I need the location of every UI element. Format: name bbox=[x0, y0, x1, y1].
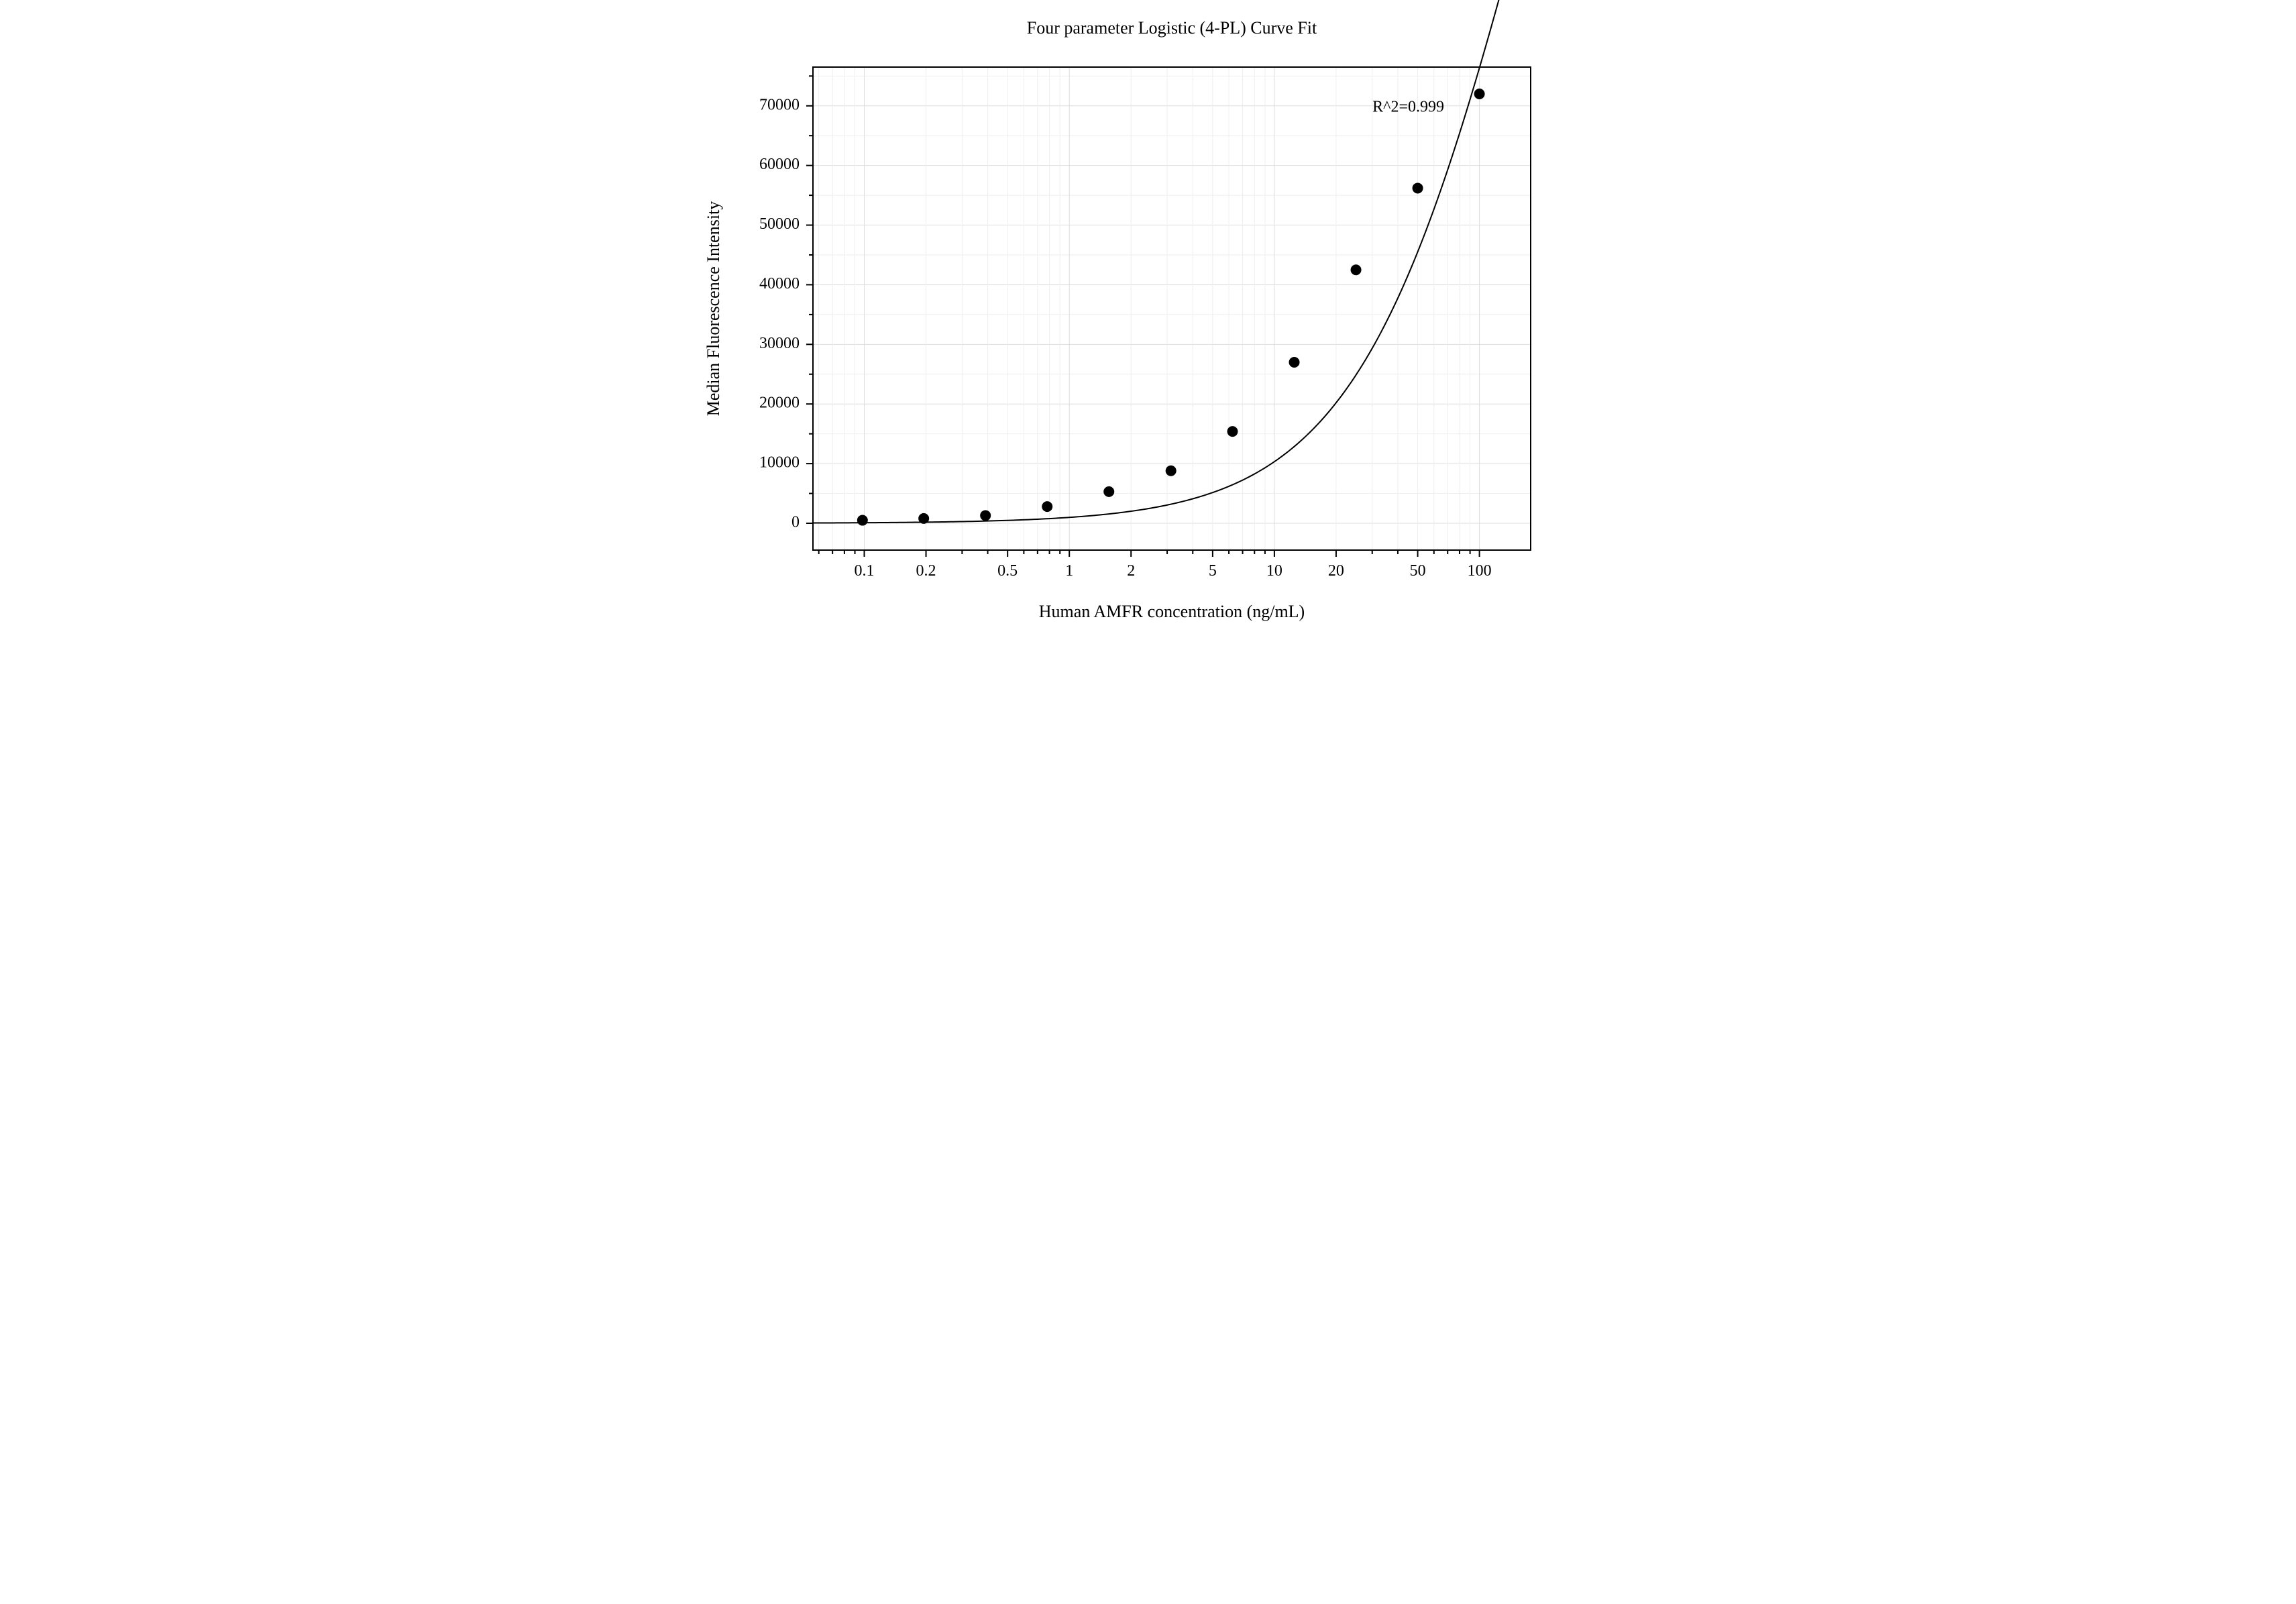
r-squared-annotation: R^2=0.999 bbox=[1372, 99, 1444, 116]
y-tick-label: 40000 bbox=[759, 275, 800, 292]
x-tick-label: 100 bbox=[1467, 562, 1491, 580]
plot-area bbox=[813, 67, 1531, 550]
x-tick-label: 5 bbox=[1208, 562, 1216, 580]
chart-container: 0 10000 20000 30000 40000 50000 60000 70000 0.1 0… bbox=[639, 0, 1658, 712]
chart-svg: 0 10000 20000 30000 40000 50000 60000 70000 0.1 0… bbox=[639, 0, 1658, 712]
x-tick-label: 0.1 bbox=[854, 562, 874, 580]
y-tick-label: 0 bbox=[791, 514, 800, 531]
y-tick-label: 60000 bbox=[759, 156, 800, 173]
chart-title: Four parameter Logistic (4-PL) Curve Fit bbox=[1026, 18, 1317, 38]
data-point bbox=[1474, 89, 1484, 99]
x-tick-label: 10 bbox=[1266, 562, 1282, 580]
data-point bbox=[918, 513, 929, 524]
data-point bbox=[1165, 466, 1176, 476]
data-point bbox=[1042, 501, 1052, 512]
x-tick-label: 0.5 bbox=[997, 562, 1018, 580]
x-tick-label: 50 bbox=[1409, 562, 1425, 580]
y-axis-label: Median Fluorescence Intensity bbox=[704, 201, 723, 417]
y-tick-label: 10000 bbox=[759, 454, 800, 472]
x-axis-label: Human AMFR concentration (ng/mL) bbox=[1038, 602, 1304, 621]
x-tick-label: 20 bbox=[1327, 562, 1344, 580]
x-tick-label: 1 bbox=[1065, 562, 1073, 580]
x-tick-label: 2 bbox=[1127, 562, 1135, 580]
y-tick-label: 70000 bbox=[759, 96, 800, 113]
y-tick-label: 30000 bbox=[759, 335, 800, 352]
data-point bbox=[980, 510, 991, 521]
data-point bbox=[1350, 264, 1361, 275]
x-tick-label: 0.2 bbox=[916, 562, 936, 580]
data-point bbox=[1289, 357, 1299, 368]
y-tick-label: 50000 bbox=[759, 215, 800, 233]
data-point bbox=[1412, 182, 1423, 193]
data-point bbox=[1103, 486, 1114, 497]
data-point bbox=[1227, 426, 1238, 437]
y-tick-label: 20000 bbox=[759, 394, 800, 412]
data-point bbox=[857, 515, 867, 526]
